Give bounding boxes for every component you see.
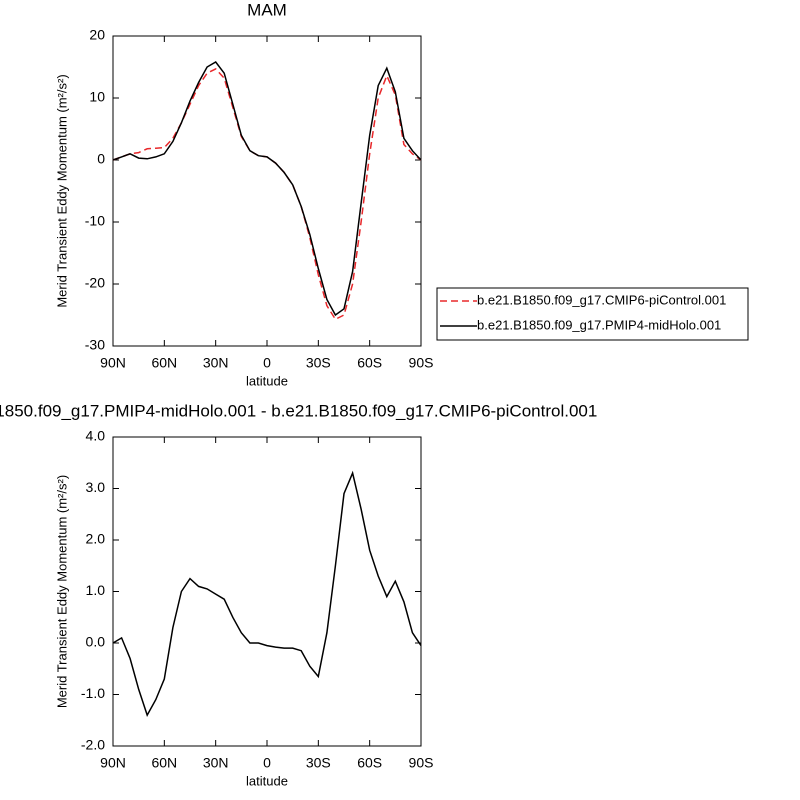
y-tick-label: 0.0 bbox=[86, 634, 106, 650]
x-tick-label: 90S bbox=[409, 755, 434, 771]
x-tick-label: 30N bbox=[203, 755, 229, 771]
y-tick-label: 0 bbox=[97, 151, 105, 167]
legend-box bbox=[436, 287, 749, 341]
x-tick-label: 60S bbox=[357, 355, 382, 371]
legend-label: b.e21.B1850.f09_g17.CMIP6-piControl.001 bbox=[477, 292, 726, 307]
y-tick-label: -20 bbox=[85, 275, 105, 291]
x-tick-label: 30N bbox=[203, 355, 229, 371]
x-tick-label: 60S bbox=[357, 755, 382, 771]
x-tick-label: 60N bbox=[151, 355, 177, 371]
y-tick-label: 1.0 bbox=[86, 582, 106, 598]
chart-title: b.e21.B1850.f09_g17.PMIP4-midHolo.001 - … bbox=[0, 401, 597, 420]
x-tick-label: 0 bbox=[263, 355, 271, 371]
data-line bbox=[112, 61, 422, 317]
y-tick-label: -10 bbox=[85, 213, 105, 229]
plot-frame bbox=[112, 436, 422, 747]
y-tick-label: 10 bbox=[89, 89, 105, 105]
y-axis-label: Merid Transient Eddy Momentum (m²/s²) bbox=[54, 475, 69, 708]
x-tick-label: 30S bbox=[306, 755, 331, 771]
x-tick-label: 30S bbox=[306, 355, 331, 371]
x-tick-label: 90N bbox=[100, 355, 126, 371]
plot-frame bbox=[112, 35, 422, 347]
x-axis-label: latitude bbox=[246, 773, 288, 788]
y-tick-label: 4.0 bbox=[86, 428, 106, 444]
y-axis-label: Merid Transient Eddy Momentum (m²/s²) bbox=[54, 74, 69, 307]
data-line bbox=[112, 470, 422, 717]
x-tick-label: 90S bbox=[409, 355, 434, 371]
x-tick-label: 60N bbox=[151, 755, 177, 771]
y-tick-label: -1.0 bbox=[81, 685, 105, 701]
y-tick-label: -30 bbox=[85, 337, 105, 353]
x-axis-label: latitude bbox=[246, 373, 288, 388]
x-tick-label: 90N bbox=[100, 755, 126, 771]
chart-title: MAM bbox=[247, 0, 287, 19]
x-tick-label: 0 bbox=[263, 755, 271, 771]
y-tick-label: -2.0 bbox=[81, 737, 105, 753]
y-tick-label: 3.0 bbox=[86, 479, 106, 495]
y-tick-label: 2.0 bbox=[86, 531, 106, 547]
legend-label: b.e21.B1850.f09_g17.PMIP4-midHolo.001 bbox=[477, 317, 721, 332]
y-tick-label: 20 bbox=[89, 27, 105, 43]
